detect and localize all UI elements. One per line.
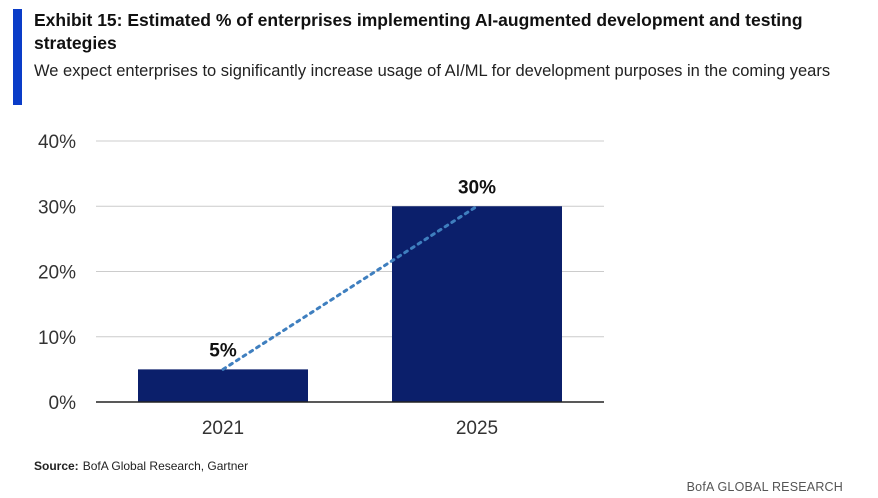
- trend-line: [221, 204, 479, 371]
- accent-bar: [13, 9, 22, 105]
- source-label: Source:: [34, 459, 79, 473]
- x-tick-label: 2025: [456, 418, 498, 439]
- source-text: BofA Global Research, Gartner: [82, 459, 249, 473]
- source-note: Source: BofA Global Research, Gartner: [34, 459, 248, 473]
- y-tick-label: 0%: [49, 393, 77, 414]
- bar: [138, 369, 308, 402]
- y-tick-label: 20%: [38, 263, 76, 284]
- y-tick-label: 40%: [38, 132, 76, 153]
- y-tick-label: 10%: [38, 328, 76, 349]
- y-tick-label: 30%: [38, 197, 76, 218]
- bar: [392, 206, 562, 402]
- data-label: 30%: [458, 177, 496, 198]
- x-tick-label: 2021: [202, 418, 244, 439]
- bar-chart: 0% 10% 20% 30% 40% 5% 30% 2021 2025: [38, 132, 604, 439]
- chart-subtitle: We expect enterprises to significantly i…: [34, 62, 831, 80]
- data-label: 5%: [209, 340, 237, 361]
- brand-label: BofA GLOBAL RESEARCH: [686, 480, 843, 494]
- chart-title: Exhibit 15: Estimated % of enterprises i…: [34, 10, 803, 53]
